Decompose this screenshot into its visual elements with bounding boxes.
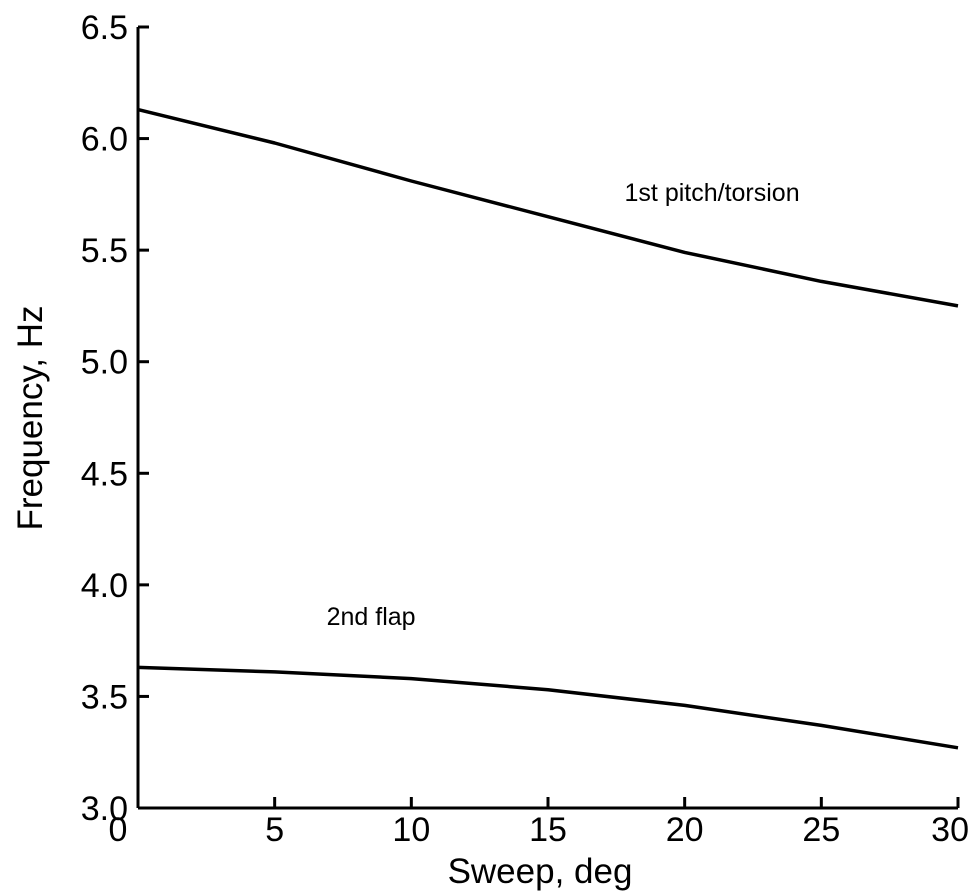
y-tick-label: 4.0 xyxy=(81,567,128,605)
y-ticks: 3.0 3.5 4.0 4.5 5.0 5.5 6.0 6.5 xyxy=(81,9,149,828)
series-line xyxy=(137,665,959,750)
x-tick-label: 10 xyxy=(392,811,430,849)
y-tick-label: 3.5 xyxy=(81,678,128,716)
y-tick-label: 3.0 xyxy=(81,790,128,828)
x-tick-label: 20 xyxy=(666,811,704,849)
x-axis-title: Sweep, deg xyxy=(448,852,633,891)
series-line xyxy=(137,107,959,308)
x-tick-label: 30 xyxy=(931,811,969,849)
y-tick-label: 6.0 xyxy=(81,121,128,159)
x-tick-label: 15 xyxy=(529,811,567,849)
y-tick-label: 4.5 xyxy=(81,455,128,493)
x-tick-label: 5 xyxy=(265,811,284,849)
y-tick-label: 5.5 xyxy=(81,232,128,270)
y-tick-label: 5.0 xyxy=(81,344,128,382)
x-ticks: 0 5 10 15 20 25 30 xyxy=(109,797,969,849)
series-annotation: 2nd flap xyxy=(327,603,416,631)
x-tick-label: 0 xyxy=(109,811,128,849)
series-annotation: 1st pitch/torsion xyxy=(625,179,800,207)
x-tick-label: 25 xyxy=(802,811,840,849)
y-tick-label: 6.5 xyxy=(81,9,128,47)
y-axis-title: Frequency, Hz xyxy=(11,306,50,531)
series-group xyxy=(137,107,959,750)
annotations: 1st pitch/torsion 2nd flap xyxy=(327,179,800,631)
